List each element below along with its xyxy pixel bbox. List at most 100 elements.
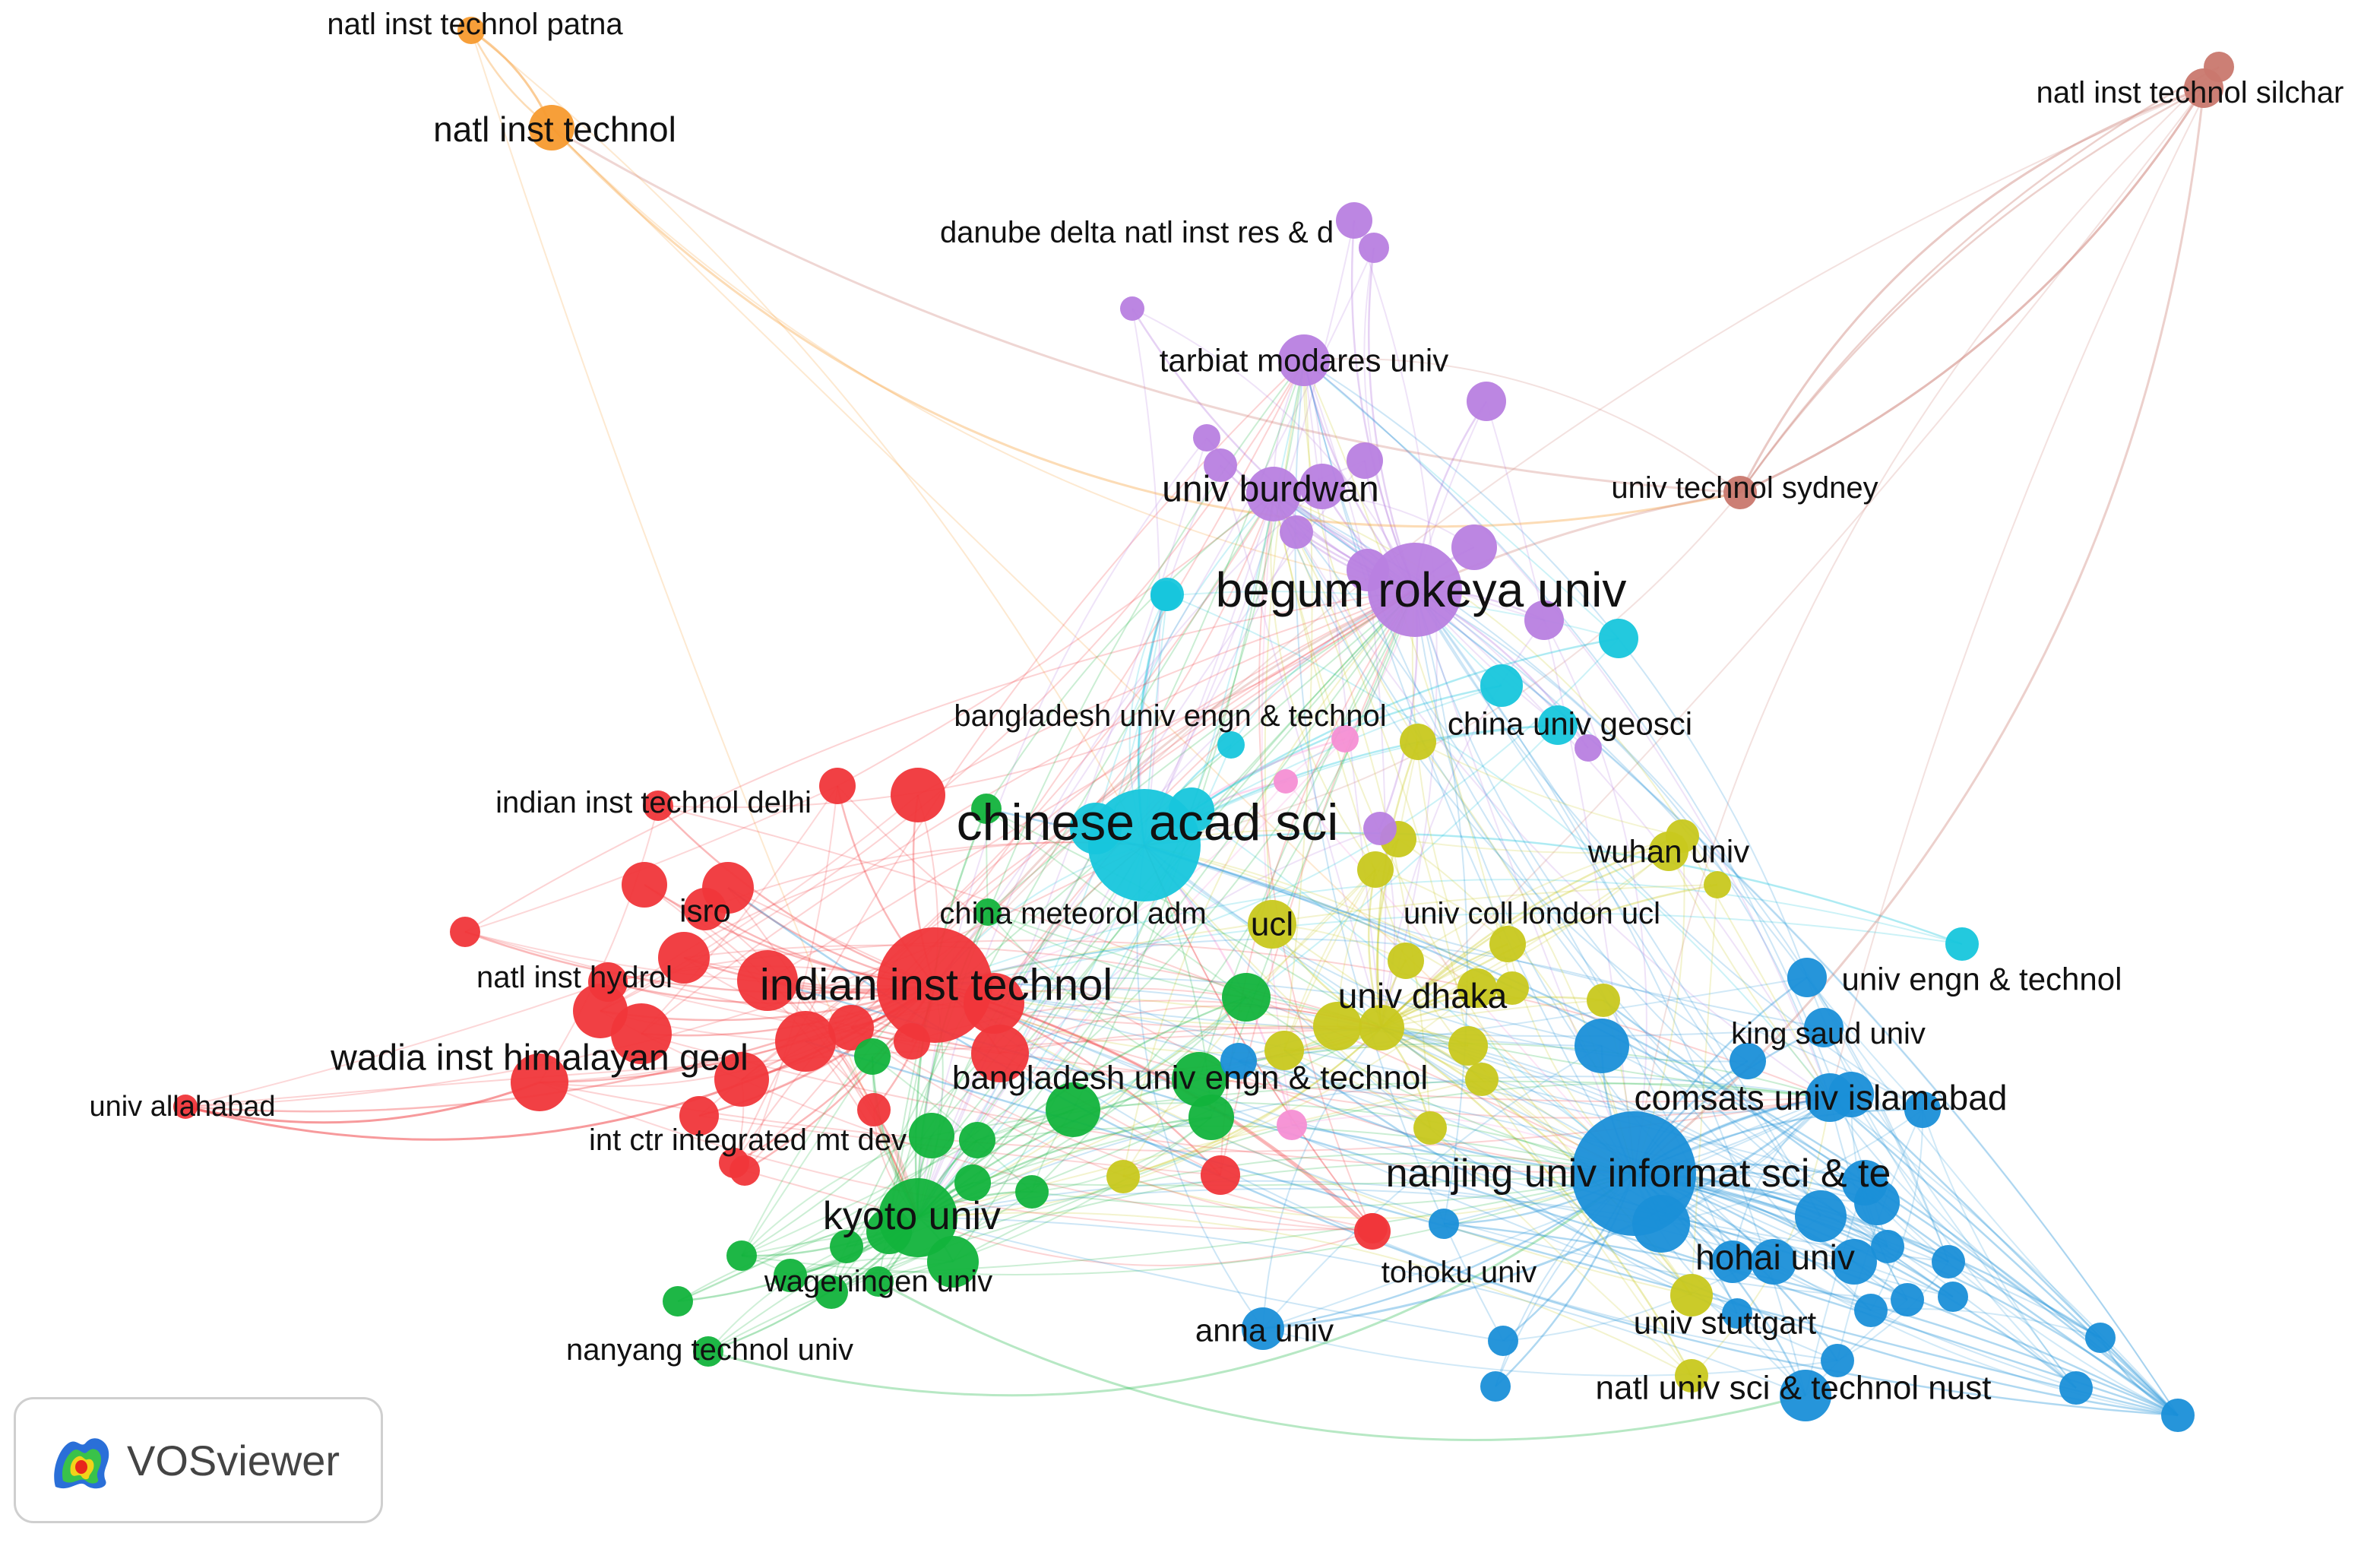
node-bubble[interactable] (1359, 233, 1389, 263)
node-bubble[interactable] (737, 950, 798, 1011)
node-bubble[interactable] (1945, 927, 1979, 961)
node-bubble[interactable] (1704, 871, 1731, 898)
node-bubble[interactable] (679, 1096, 719, 1136)
node-bubble[interactable] (971, 1025, 1029, 1082)
node-bubble-univ-engn-technol[interactable] (1787, 958, 1827, 997)
node-bubble-ucl[interactable] (1248, 900, 1296, 949)
node-bubble-china-meteorol-adm[interactable] (974, 898, 1002, 926)
node-bubble[interactable] (959, 1122, 995, 1158)
node-bubble[interactable] (774, 1259, 807, 1292)
node-bubble[interactable] (971, 794, 1002, 824)
node-bubble[interactable] (1795, 1190, 1847, 1242)
node-bubble[interactable] (1331, 725, 1359, 752)
node-bubble[interactable] (1280, 515, 1313, 549)
node-bubble-isro[interactable] (684, 888, 726, 930)
node-bubble-tarbiat-modares-univ[interactable] (1278, 334, 1330, 386)
node-bubble[interactable] (1599, 619, 1638, 658)
node-bubble[interactable] (1201, 1155, 1240, 1195)
node-bubble[interactable] (726, 1240, 757, 1271)
node-bubble[interactable] (1220, 1043, 1257, 1079)
node-bubble[interactable] (1488, 1326, 1518, 1356)
node-bubble-hohai-univ[interactable] (1751, 1239, 1796, 1285)
node-bubble[interactable] (1632, 1195, 1690, 1253)
node-bubble[interactable] (1821, 1344, 1854, 1377)
node-bubble[interactable] (1299, 464, 1345, 509)
node-bubble[interactable] (1313, 1002, 1362, 1050)
node-bubble[interactable] (1347, 549, 1389, 591)
node-bubble-indian-inst-technol-delhi[interactable] (643, 791, 673, 821)
node-bubble[interactable] (1828, 1072, 1874, 1117)
node-bubble[interactable] (1932, 1245, 1965, 1278)
node-bubble[interactable] (1666, 819, 1699, 853)
node-bubble[interactable] (1120, 296, 1144, 321)
node-bubble-begum-rokeya-univ[interactable] (1368, 543, 1462, 637)
node-bubble-danube-delta-natl-inst-res-d[interactable] (1336, 202, 1372, 239)
node-bubble[interactable] (1222, 973, 1271, 1022)
node-bubble[interactable] (866, 1209, 912, 1254)
node-bubble-univ-allahabad[interactable] (173, 1095, 198, 1119)
node-bubble[interactable] (1495, 971, 1529, 1005)
node-bubble[interactable] (1711, 1240, 1754, 1283)
node-bubble[interactable] (1264, 1031, 1304, 1070)
node-bubble-univ-burdwan[interactable] (1246, 467, 1301, 521)
node-bubble[interactable] (1204, 448, 1237, 482)
node-bubble[interactable] (1871, 1230, 1904, 1263)
node-bubble[interactable] (1106, 1160, 1140, 1193)
node-bubble[interactable] (891, 768, 945, 822)
node-bubble[interactable] (815, 1275, 848, 1309)
node-bubble[interactable] (1831, 1239, 1877, 1285)
node-bubble-univ-stuttgart[interactable] (1670, 1274, 1713, 1316)
node-bubble[interactable] (1524, 600, 1564, 640)
node-bubble[interactable] (909, 1113, 954, 1158)
node-bubble[interactable] (1854, 1294, 1888, 1327)
node-bubble-natl-inst-technol-patna[interactable] (457, 17, 485, 44)
node-bubble[interactable] (1347, 442, 1383, 479)
node-bubble-univ-dhaka[interactable] (1359, 1005, 1404, 1050)
node-bubble[interactable] (1575, 734, 1602, 762)
node-bubble[interactable] (819, 768, 856, 804)
node-bubble-natl-inst-hydrol[interactable] (588, 962, 628, 1002)
node-bubble[interactable] (658, 932, 710, 984)
node-bubble-wadia-inst-himalayan-geol[interactable] (511, 1053, 568, 1111)
node-bubble-china-univ-geosci[interactable] (1538, 705, 1578, 745)
node-bubble[interactable] (1193, 424, 1220, 451)
node-bubble[interactable] (964, 973, 1024, 1034)
node-bubble[interactable] (1277, 1110, 1307, 1140)
node-bubble[interactable] (730, 1155, 760, 1186)
node-bubble-nanyang-technol-univ[interactable] (693, 1336, 723, 1367)
node-bubble-natl-univ-sci-technol-nust[interactable] (1780, 1370, 1831, 1421)
node-bubble[interactable] (1046, 1082, 1100, 1137)
node-bubble[interactable] (1357, 851, 1394, 888)
node-bubble[interactable] (830, 1230, 863, 1263)
node-bubble[interactable] (1891, 1283, 1924, 1316)
node-bubble[interactable] (450, 917, 480, 947)
node-bubble[interactable] (1722, 1298, 1752, 1329)
node-bubble[interactable] (1467, 382, 1506, 421)
node-bubble[interactable] (1730, 1043, 1766, 1079)
node-bubble[interactable] (1457, 968, 1497, 1008)
node-bubble[interactable] (775, 1011, 836, 1072)
node-bubble[interactable] (663, 1286, 693, 1316)
node-bubble[interactable] (1070, 803, 1122, 854)
node-bubble[interactable] (1388, 943, 1424, 979)
node-bubble-bangladesh-univ-engn-technol[interactable] (1150, 581, 1181, 611)
node-bubble[interactable] (1904, 1092, 1941, 1128)
node-bubble[interactable] (1429, 1209, 1459, 1239)
node-bubble[interactable] (854, 1038, 891, 1075)
node-bubble[interactable] (2161, 1399, 2195, 1432)
node-bubble[interactable] (1188, 1095, 1234, 1140)
node-bubble[interactable] (1400, 724, 1436, 760)
node-bubble[interactable] (1448, 1026, 1488, 1066)
node-bubble[interactable] (1480, 664, 1523, 707)
node-bubble-bangladesh-univ-engn-technol[interactable] (1172, 1052, 1226, 1107)
node-bubble-univ-coll-london-ucl[interactable] (1489, 926, 1526, 962)
node-bubble[interactable] (1413, 1111, 1447, 1145)
node-bubble-king-saud-univ[interactable] (1804, 1008, 1844, 1047)
node-bubble[interactable] (1451, 524, 1497, 570)
node-bubble[interactable] (2059, 1371, 2093, 1405)
node-bubble[interactable] (2085, 1323, 2116, 1353)
node-bubble[interactable] (828, 1005, 874, 1050)
node-bubble[interactable] (1465, 1063, 1499, 1096)
node-bubble[interactable] (894, 1023, 930, 1060)
node-bubble[interactable] (2204, 52, 2234, 82)
